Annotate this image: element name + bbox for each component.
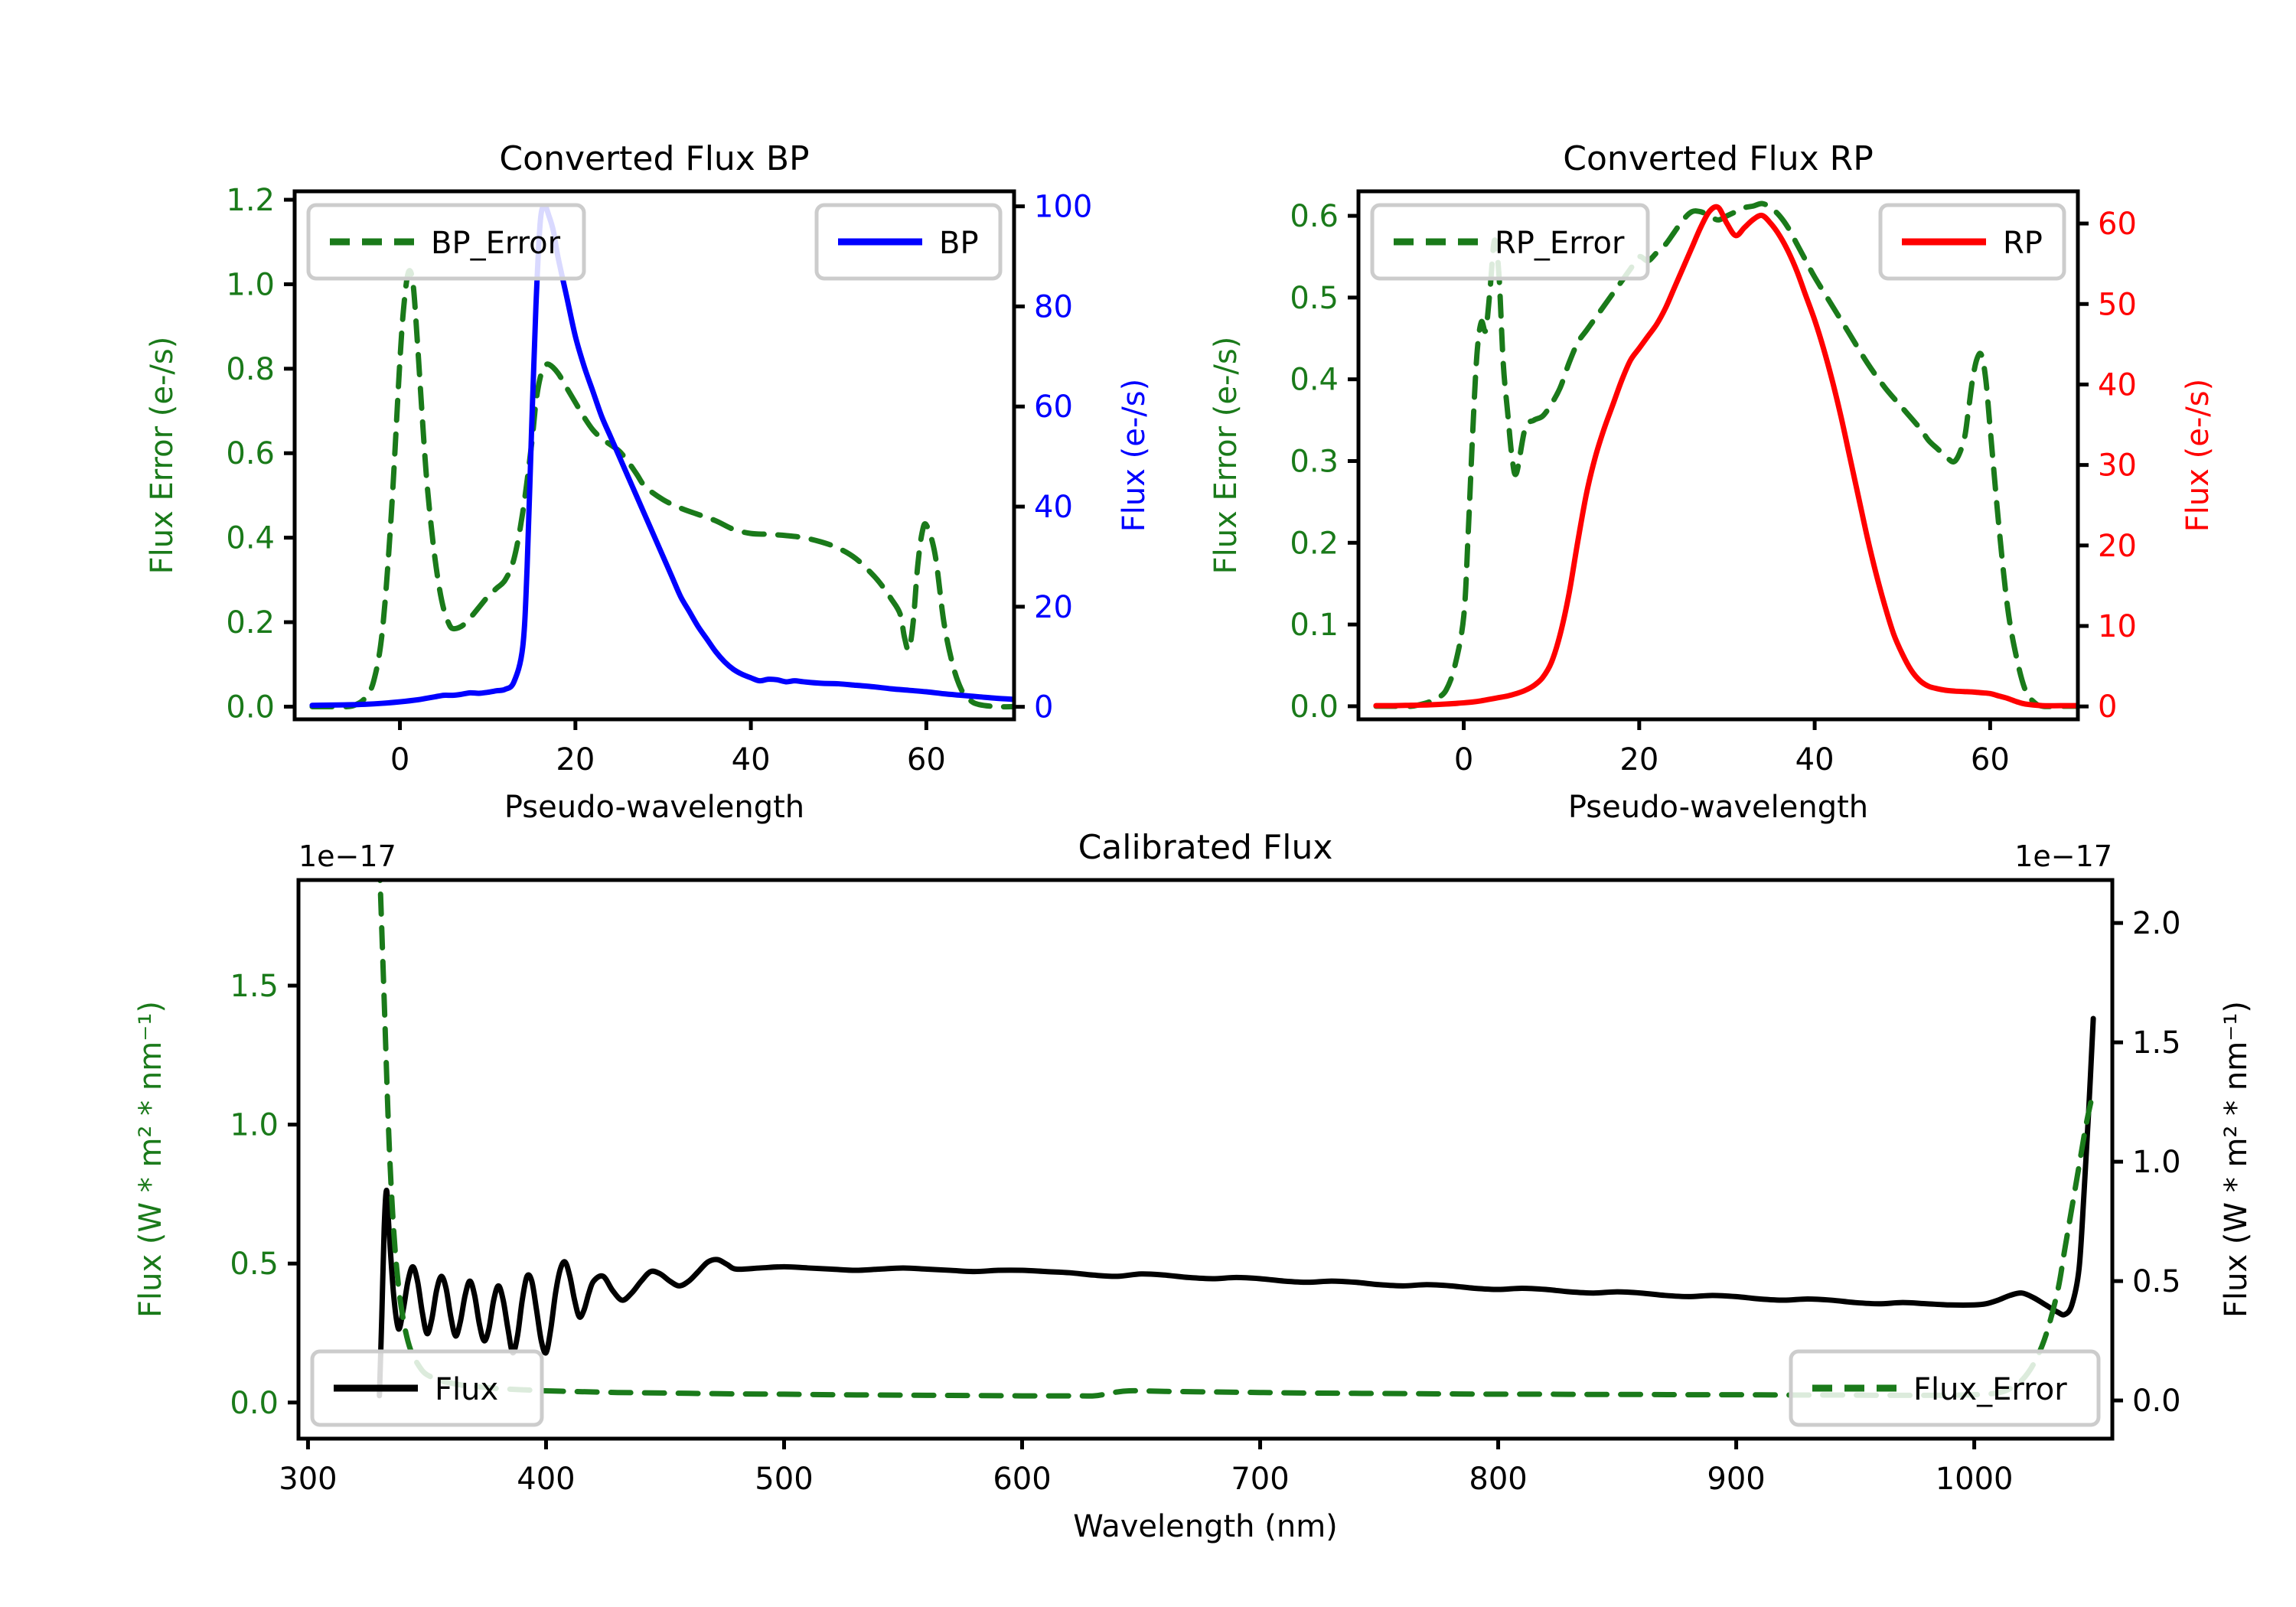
- legend-flux-error-label: Flux_Error: [1913, 1372, 2067, 1407]
- series-line-rp: [1373, 204, 2078, 709]
- x-tick-label: 20: [1619, 742, 1658, 777]
- y-tick-label-left: 0.4: [1290, 363, 1339, 398]
- y-tick-label-right: 0.5: [2132, 1264, 2181, 1299]
- panel-calibrated-flux: 300 400 500 600 700 800 900 1000 Wavelength (nm)…: [133, 828, 2254, 1544]
- x-tick-label: 1000: [1936, 1462, 2014, 1497]
- y-tick-label-left: 1.0: [230, 1108, 279, 1143]
- y-tick-label-left: 0.4: [226, 521, 275, 556]
- x-tick-label: 500: [755, 1462, 813, 1497]
- y-axis-label-left-converted-flux-bp: Flux Error (e-/s): [145, 337, 180, 575]
- x-tick-label: 900: [1707, 1462, 1765, 1497]
- y-tick-label-right: 10: [2098, 609, 2137, 644]
- y-tick-label-left: 0.3: [1290, 444, 1339, 479]
- legend-bp-error-label: BP_Error: [431, 226, 561, 261]
- y-tick-label-left: 0.0: [226, 689, 275, 725]
- panel-converted-flux-bp: 0 20 40 60 Pseudo-wavelength 0.0 0.2 0.4 0.6 0.8 1…: [145, 139, 1152, 825]
- legend-rp-error[interactable]: RP_Error: [1370, 203, 1650, 281]
- y-tick-label-right: 20: [2098, 529, 2137, 564]
- x-tick-label: 20: [556, 742, 595, 777]
- y-tick-label-right: 50: [2098, 287, 2137, 322]
- panel-title-converted-flux-rp: Converted Flux RP: [1563, 139, 1874, 178]
- x-axis-label-calibrated-flux: Wavelength (nm): [1073, 1509, 1338, 1544]
- y-tick-label-left: 1.0: [226, 267, 275, 302]
- legend-rp[interactable]: RP: [1878, 203, 2066, 281]
- panel-title-calibrated-flux: Calibrated Flux: [1078, 828, 1333, 867]
- offset-label-left: 1e−17: [298, 839, 396, 873]
- axes-spine-converted-flux-bp: [292, 189, 1016, 722]
- y-tick-label-right: 1.5: [2132, 1025, 2181, 1061]
- legend-bp-error[interactable]: BP_Error: [306, 203, 586, 281]
- series-line-bp: [309, 204, 1014, 709]
- y-tick-label-right: 80: [1034, 289, 1073, 324]
- x-tick-label: 60: [1971, 742, 2010, 777]
- y-tick-label-left: 0.2: [226, 605, 275, 641]
- y-tick-label-right: 0.0: [2132, 1384, 2181, 1419]
- series-line-bp_error: [309, 268, 1014, 710]
- legend-rp-error-box[interactable]: [1370, 203, 1650, 281]
- y-tick-label-right: 100: [1034, 190, 1092, 225]
- y-tick-label-right: 40: [1034, 490, 1073, 525]
- series-line-flux_error: [377, 880, 2096, 1399]
- x-tick-label: 800: [1469, 1462, 1527, 1497]
- y-axis-label-left-calibrated-flux: Flux (W * m² * nm⁻¹): [133, 1001, 168, 1318]
- x-tick-label: 300: [279, 1462, 337, 1497]
- legend-bp[interactable]: BP: [814, 203, 1003, 281]
- y-tick-label-left: 1.5: [230, 969, 279, 1004]
- legend-flux[interactable]: Flux: [310, 1349, 544, 1427]
- axes-spine-calibrated-flux: [296, 878, 2115, 1441]
- legend-bp-label: BP: [939, 226, 979, 261]
- x-axis-label-converted-flux-rp: Pseudo-wavelength: [1568, 790, 1868, 825]
- x-tick-label: 400: [517, 1462, 575, 1497]
- y-tick-label-left: 0.0: [1290, 689, 1339, 725]
- panel-converted-flux-rp: 0 20 40 60 Pseudo-wavelength 0.0 0.1 0.2 0.3 0.4 0…: [1208, 139, 2216, 825]
- legend-rp-label: RP: [2003, 226, 2043, 261]
- y-tick-label-right: 60: [2098, 207, 2137, 242]
- x-tick-label: 700: [1231, 1462, 1289, 1497]
- y-tick-label-right: 2.0: [2132, 906, 2181, 941]
- y-tick-label-right: 0: [2098, 689, 2117, 725]
- y-tick-label-left: 0.5: [1290, 281, 1339, 316]
- y-tick-label-left: 0.1: [1290, 608, 1339, 643]
- legend-flux-label: Flux: [435, 1372, 498, 1407]
- y-tick-label-left: 0.5: [230, 1247, 279, 1282]
- y-axis-label-left-converted-flux-rp: Flux Error (e-/s): [1208, 337, 1244, 575]
- plot-area-converted-flux-rp: [1373, 200, 2078, 709]
- x-tick-label: 40: [1795, 742, 1835, 777]
- offset-label-right: 1e−17: [2014, 839, 2112, 873]
- y-tick-label-right: 0: [1034, 690, 1053, 725]
- x-axis-label-converted-flux-bp: Pseudo-wavelength: [504, 790, 804, 825]
- y-tick-label-left: 0.6: [226, 436, 275, 471]
- series-line-rp_error: [1373, 200, 2078, 709]
- y-axis-label-right-converted-flux-rp: Flux (e-/s): [2180, 379, 2216, 532]
- y-axis-label-right-calibrated-flux: Flux (W * m² * nm⁻¹): [2219, 1001, 2254, 1318]
- legend-flux-error-box[interactable]: [1789, 1349, 2101, 1427]
- x-tick-label: 0: [390, 742, 409, 777]
- legend-rp-error-label: RP_Error: [1495, 226, 1625, 261]
- panel-title-converted-flux-bp: Converted Flux BP: [499, 139, 809, 178]
- plot-area-calibrated-flux: [377, 880, 2096, 1399]
- y-tick-label-left: 0.8: [226, 352, 275, 387]
- y-axis-label-right-converted-flux-bp: Flux (e-/s): [1117, 379, 1152, 532]
- series-line-flux: [377, 1015, 2096, 1399]
- x-tick-label: 0: [1454, 742, 1473, 777]
- y-tick-label-right: 40: [2098, 367, 2137, 403]
- y-tick-label-right: 60: [1034, 390, 1073, 425]
- y-tick-label-right: 30: [2098, 448, 2137, 484]
- legend-flux-error[interactable]: Flux_Error: [1789, 1349, 2101, 1427]
- y-tick-label-left: 0.2: [1290, 526, 1339, 561]
- x-tick-label: 60: [907, 742, 946, 777]
- plot-area-converted-flux-bp: [309, 204, 1014, 710]
- x-tick-label: 600: [993, 1462, 1051, 1497]
- x-tick-label: 40: [732, 742, 771, 777]
- axes-spine-converted-flux-rp: [1356, 189, 2080, 722]
- legend-flux-box[interactable]: [310, 1349, 544, 1427]
- y-tick-label-left: 0.0: [230, 1386, 279, 1421]
- y-tick-label-right: 1.0: [2132, 1145, 2181, 1180]
- legend-bp-error-box[interactable]: [306, 203, 586, 281]
- y-tick-label-left: 1.2: [226, 183, 275, 218]
- y-tick-label-right: 20: [1034, 590, 1073, 625]
- y-tick-label-left: 0.6: [1290, 199, 1339, 234]
